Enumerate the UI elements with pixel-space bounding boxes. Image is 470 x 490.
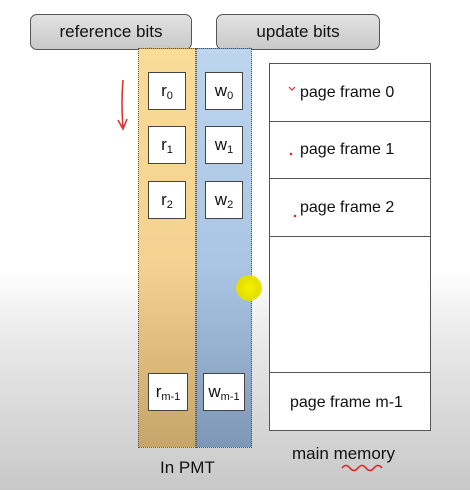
annotation-dot [293, 214, 297, 218]
update-bit-w0: w0 [205, 72, 243, 110]
annotation-dot [289, 152, 293, 156]
cursor-highlight [236, 275, 262, 301]
page-frame-label: page frame 2 [300, 199, 395, 216]
in-pmt-caption: In PMT [160, 458, 215, 477]
update-bit-wm1: wm-1 [203, 373, 245, 411]
reference-bit-r2: r2 [148, 181, 186, 219]
page-frame-row: page frame 1 [270, 122, 430, 179]
main-memory-caption: main memory [292, 444, 395, 463]
update-bit-w2: w2 [205, 181, 243, 219]
page-frame-row: page frame m-1 [270, 372, 430, 432]
reference-bits-callout: reference bits [30, 14, 192, 50]
page-frame-label: page frame 0 [300, 84, 395, 101]
reference-bit-r0: r0 [148, 72, 186, 110]
squiggle-underline [341, 464, 383, 472]
page-frame-label: page frame m-1 [290, 394, 403, 411]
page-frame-row: page frame 2 [270, 179, 430, 237]
update-bit-w1: w1 [205, 126, 243, 164]
reference-bit-r1: r1 [148, 126, 186, 164]
page-frame-row: page frame 0 [270, 64, 430, 122]
reference-bit-rm1: rm-1 [148, 373, 188, 411]
main-memory-block: page frame 0 page frame 1 page frame 2 p… [269, 63, 431, 431]
update-bits-callout: update bits [216, 14, 380, 50]
page-frame-label: page frame 1 [300, 141, 395, 158]
down-arrow-icon [117, 79, 128, 131]
annotation-tick [288, 86, 296, 91]
